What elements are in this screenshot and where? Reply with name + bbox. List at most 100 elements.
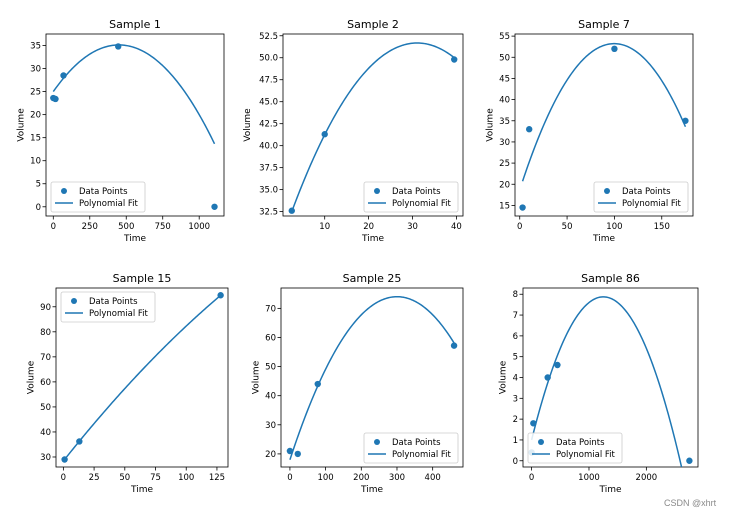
axes-frame [514,33,694,217]
legend-label-fit: Polynomial Fit [392,450,452,460]
x-tick-label: 750 [155,222,171,232]
x-tick-label: 50 [119,473,130,483]
y-tick-label: 0 [513,457,518,467]
x-tick-label: 0 [51,222,56,232]
y-tick-label: 37.5 [259,164,278,174]
data-point [52,95,59,103]
x-tick-label: 30 [407,222,418,232]
axes-frame [55,287,229,468]
y-tick-label: 10 [30,157,41,167]
x-axis-label: Time [592,234,615,244]
y-tick-label: 30 [30,65,41,75]
y-tick-label: 0 [36,203,41,213]
polynomial-fit-line [64,294,222,460]
y-tick-label: 42.5 [259,120,278,130]
data-point [519,204,526,211]
y-axis-label: Volume [26,360,36,394]
y-tick-label: 8 [513,290,518,300]
legend-marker-points [374,439,380,445]
polynomial-fit-line [291,42,455,212]
legend: Data Points Polynomial Fit [50,181,146,213]
x-tick-label: 400 [425,473,441,483]
x-tick-label: 10 [319,222,330,232]
subplot-6: 0 1000 2000 0 1 2 3 4 5 6 7 8 Sample 86 Time Volume Dat… [499,272,699,495]
polynomial-fit-line [52,44,216,145]
data-point [314,380,321,388]
y-tick-label: 80 [40,328,51,338]
y-tick-label: 45.0 [259,98,278,108]
x-tick-label: 100 [317,473,333,483]
x-axis-label: Time [360,485,383,495]
polynomial-fit-line [521,42,687,182]
y-tick-label: 4 [513,374,518,384]
x-tick-label: 100 [606,222,622,232]
subplot-5: 0 100 200 300 400 20 30 40 50 60 70 Sample 25 Time Vo… [251,272,464,495]
y-tick-label: 47.5 [259,76,278,86]
chart-title: Sample 7 [578,18,630,31]
x-axis-label: Time [130,485,153,495]
x-axis-label: Time [598,485,621,495]
x-tick-label: 125 [209,473,225,483]
y-tick-label: 7 [513,311,518,321]
y-tick-label: 55 [499,32,510,42]
data-point [217,292,224,299]
legend-box [50,181,146,213]
x-tick-label: 20 [363,222,374,232]
subplot-3: 0 50 100 150 15 20 25 30 35 40 45 50 55 Sample 7 Time V… [485,18,694,244]
legend-label-points: Data Points [622,187,671,197]
x-tick-label: 500 [118,222,134,232]
x-tick-label: 100 [178,473,194,483]
x-tick-label: 25 [89,473,100,483]
axes-frame [282,33,464,217]
y-tick-label: 5 [513,353,518,363]
x-tick-label: 200 [353,473,369,483]
data-point [682,117,689,124]
y-tick-label: 40 [499,96,510,106]
legend-label-fit: Polynomial Fit [622,199,682,209]
y-tick-label: 2 [513,415,518,425]
watermark: CSDN @xhrt [664,498,717,508]
legend-box [60,291,156,323]
y-tick-label: 70 [265,304,276,314]
data-point [526,126,533,133]
legend-label-fit: Polynomial Fit [89,309,149,319]
chart-title: Sample 25 [343,272,402,285]
x-tick-label: 0 [529,473,534,483]
y-axis-label: Volume [243,108,253,142]
x-tick-label: 0 [517,222,522,232]
y-tick-label: 40.0 [259,142,278,152]
legend: Data Points Polynomial Fit [363,181,459,213]
data-point [61,456,68,463]
y-tick-label: 50 [40,403,51,413]
y-tick-label: 60 [40,378,51,388]
x-tick-label: 2000 [636,473,658,483]
chart-title: Sample 15 [113,272,172,285]
data-point [288,207,295,214]
y-axis-label: Volume [16,108,26,142]
y-tick-label: 30 [40,453,51,463]
y-tick-label: 50 [265,363,276,373]
legend-label-points: Data Points [392,438,441,448]
data-point [286,447,294,455]
legend: Data Points Polynomial Fit [60,291,156,323]
axes-frame [45,33,225,217]
data-point [294,450,301,458]
y-tick-label: 3 [513,394,518,404]
y-axis-label: Volume [485,108,495,142]
y-tick-label: 15 [30,134,41,144]
y-tick-label: 50 [499,53,510,63]
legend-label-fit: Polynomial Fit [556,450,616,460]
x-axis-label: Time [123,234,146,244]
legend: Data Points Polynomial Fit [527,432,623,464]
data-point [60,72,67,79]
y-tick-label: 60 [265,333,276,343]
x-axis-label: Time [361,234,384,244]
y-tick-label: 32.5 [259,208,278,218]
y-tick-label: 20 [265,450,276,460]
legend-box [527,432,623,464]
y-tick-label: 40 [265,392,276,402]
legend-marker-points [538,439,544,445]
legend: Data Points Polynomial Fit [593,181,689,213]
y-tick-label: 30 [265,421,276,431]
x-tick-label: 300 [389,473,405,483]
